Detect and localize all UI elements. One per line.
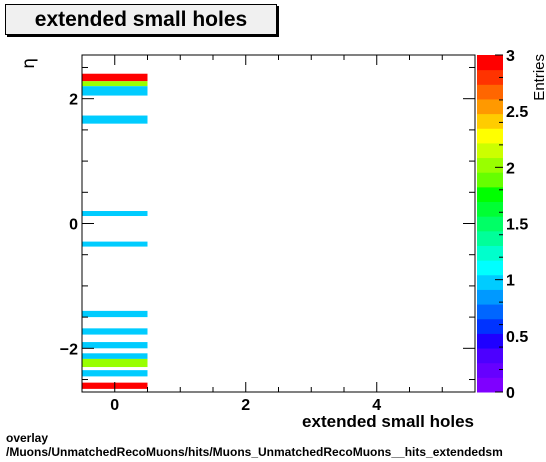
z-tick-label: 0.5 <box>506 329 528 346</box>
palette-swatch <box>477 157 503 173</box>
y-tick-label: −2 <box>60 341 78 358</box>
palette-swatch <box>477 216 503 232</box>
palette-swatch <box>477 230 503 246</box>
palette-swatch <box>477 377 503 393</box>
z-axis-label: Entries <box>531 54 546 101</box>
palette-swatch <box>477 289 503 305</box>
y-tick-label: 2 <box>69 92 78 109</box>
palette-swatch <box>477 55 503 71</box>
heatmap-cell-11 <box>82 370 148 377</box>
heatmap-cell-1 <box>82 81 148 87</box>
palette-swatch <box>477 362 503 378</box>
palette-swatch <box>477 201 503 217</box>
palette-swatch <box>477 318 503 334</box>
color-palette: 0 0.5 1 1.5 2 2.5 3 <box>477 48 528 402</box>
heatmap-cell-0 <box>82 73 148 82</box>
heatmap-cell-9 <box>82 353 148 359</box>
palette-swatch <box>477 333 503 349</box>
x-tick-label: 2 <box>241 397 250 414</box>
z-tick-label: 0 <box>506 385 515 402</box>
heatmap-cell-3 <box>82 115 148 124</box>
heatmap-cell-5 <box>82 241 148 247</box>
palette-swatch <box>477 274 503 290</box>
palette-swatch <box>477 142 503 159</box>
z-tick-label: 2 <box>506 160 515 177</box>
heatmap-cell-2 <box>82 86 148 96</box>
palette-swatch <box>477 260 503 276</box>
heatmap-cell-7 <box>82 328 148 335</box>
heatmap-cell-6 <box>82 310 148 318</box>
z-tick-label: 1 <box>506 273 515 290</box>
chart-title: extended small holes <box>34 7 248 31</box>
z-tick-label: 2.5 <box>506 104 528 121</box>
palette-swatch <box>477 84 503 100</box>
heatmap-cells <box>82 73 148 389</box>
palette-swatch <box>477 348 503 364</box>
y-axis-label: η <box>19 58 39 69</box>
palette-swatch <box>477 172 503 188</box>
heatmap-cell-10 <box>82 358 148 368</box>
x-tick-label: 0 <box>110 397 119 414</box>
chart-title-box: extended small holes <box>5 4 277 35</box>
palette-swatch <box>477 113 503 129</box>
plot-frame <box>81 54 476 393</box>
footer-line-1: overlay <box>6 431 49 445</box>
z-tick-label: 3 <box>506 48 515 65</box>
palette-swatch <box>477 186 503 203</box>
x-tick-label: 4 <box>372 397 381 414</box>
palette-swatch <box>477 304 503 320</box>
heatmap-cell-8 <box>82 342 148 349</box>
axes: 0 2 4 −2 0 2 <box>60 55 475 414</box>
palette-swatch <box>477 69 503 85</box>
y-tick-label: 0 <box>69 217 78 234</box>
footer-path: overlay /Muons/UnmatchedRecoMuons/hits/M… <box>6 431 503 459</box>
palette-swatch <box>477 128 503 144</box>
z-tick-label: 1.5 <box>506 217 528 234</box>
palette-swatch <box>477 245 503 261</box>
palette-swatch <box>477 98 503 115</box>
x-axis-label: extended small holes <box>302 412 474 431</box>
heatmap-cell-4 <box>82 211 148 217</box>
footer-line-2: /Muons/UnmatchedRecoMuons/hits/Muons_Unm… <box>6 445 503 459</box>
